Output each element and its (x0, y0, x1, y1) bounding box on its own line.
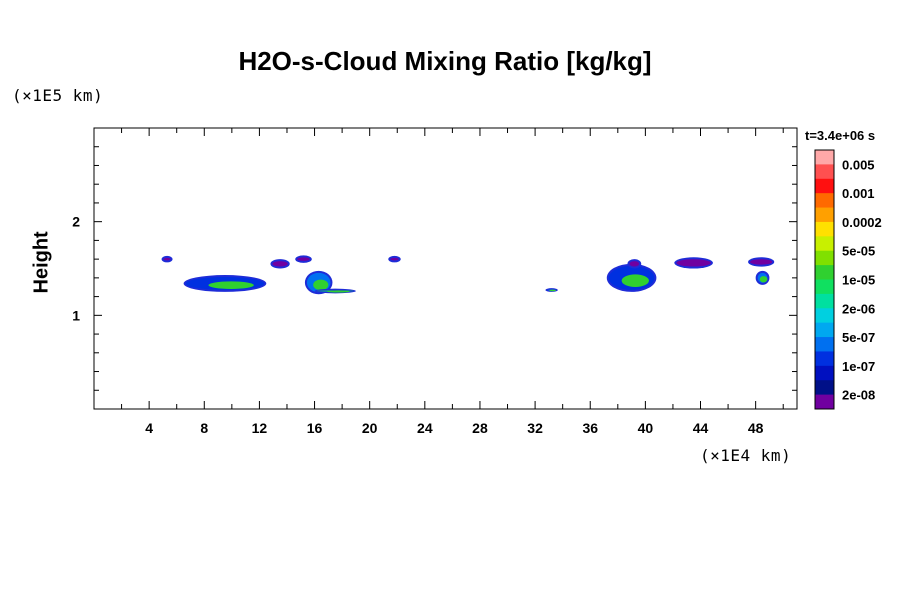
x-tick-label: 28 (472, 420, 488, 436)
cloud-feature (388, 255, 401, 263)
x-unit-label: (×1E4 km) (700, 446, 792, 465)
x-tick-label: 24 (417, 420, 433, 436)
colorbar-swatch (815, 221, 834, 237)
colorbar-swatch (815, 265, 834, 280)
cloud-feature-core (629, 261, 640, 267)
x-tick-label: 44 (693, 420, 709, 436)
cloud-feature (161, 255, 173, 263)
cloud-feature (748, 257, 775, 267)
colorbar-label: 5e-07 (842, 330, 875, 345)
x-tick-label: 16 (307, 420, 323, 436)
cloud-feature (183, 275, 267, 292)
colorbar-label: 0.0002 (842, 215, 882, 230)
cloud-feature-inner (759, 276, 768, 283)
colorbar-swatch (815, 193, 834, 209)
x-tick-label: 20 (362, 420, 378, 436)
cloud-feature (606, 263, 657, 292)
cloud-feature (755, 270, 770, 285)
x-tick-label: 48 (748, 420, 764, 436)
cloud-feature-core (676, 259, 711, 267)
cloud-feature (627, 259, 642, 269)
colorbar-label: 5e-05 (842, 244, 875, 259)
cloud-feature-inner (313, 279, 329, 291)
cloud-feature (295, 255, 312, 263)
colorbar-title: t=3.4e+06 s (805, 128, 876, 143)
colorbar-swatch (815, 322, 834, 338)
colorbar: 0.005 0.001 0.0002 5e-05 1e-05 2e-06 5e-07 1e-0… (814, 149, 882, 410)
colorbar-swatch (815, 150, 834, 165)
colorbar-swatch (815, 394, 834, 410)
cloud-feature (545, 288, 558, 292)
x-tick-label: 12 (252, 420, 268, 436)
colorbar-swatch (815, 308, 834, 324)
y-tick-label: 1 (72, 307, 80, 323)
x-tick-label: 36 (582, 420, 598, 436)
cloud-feature (304, 270, 333, 295)
colorbar-frame (814, 149, 835, 410)
cloud-feature-core (297, 257, 310, 261)
cloud-feature-inner (549, 289, 556, 292)
y-tick-label: 2 (72, 214, 80, 230)
colorbar-swatch (815, 380, 834, 396)
colorbar-swatch (815, 164, 834, 180)
chart-title: H2O-s-Cloud Mixing Ratio [kg/kg] (238, 46, 652, 76)
cloud-feature-core (272, 261, 288, 267)
plot-frame (93, 127, 798, 410)
colorbar-swatch (815, 178, 834, 194)
colorbar-swatch (815, 365, 834, 381)
colorbar-label: 2e-08 (842, 388, 875, 403)
colorbar-swatch (815, 250, 834, 266)
x-tick-label: 4 (145, 420, 153, 436)
x-tick-label: 8 (200, 420, 208, 436)
cloud-feature-inner (621, 274, 649, 287)
colorbar-label: 2e-06 (842, 301, 875, 316)
colorbar-label: 0.001 (842, 186, 875, 201)
y-unit-label: (×1E5 km) (12, 86, 104, 105)
colorbar-swatch (815, 351, 834, 367)
cloud-feature-core (390, 257, 399, 261)
colorbar-swatch (815, 337, 834, 352)
colorbar-label: 1e-05 (842, 273, 875, 288)
colorbar-swatch (815, 293, 834, 309)
cloud-feature (270, 259, 290, 269)
colorbar-swatch (815, 207, 834, 223)
x-tick-label: 40 (638, 420, 654, 436)
colorbar-label: 0.005 (842, 157, 875, 172)
x-tick-label: 32 (527, 420, 543, 436)
features-layer (161, 255, 775, 295)
cloud-feature (314, 288, 356, 294)
cloud-feature-inner (208, 281, 254, 289)
cloud-feature-inner (326, 290, 350, 293)
colorbar-swatch (815, 236, 834, 252)
colorbar-swatch (815, 279, 834, 295)
cloud-feature (674, 257, 713, 269)
cloud-feature-core (163, 257, 171, 261)
cloud-feature-core (750, 259, 773, 265)
colorbar-label: 1e-07 (842, 359, 875, 374)
